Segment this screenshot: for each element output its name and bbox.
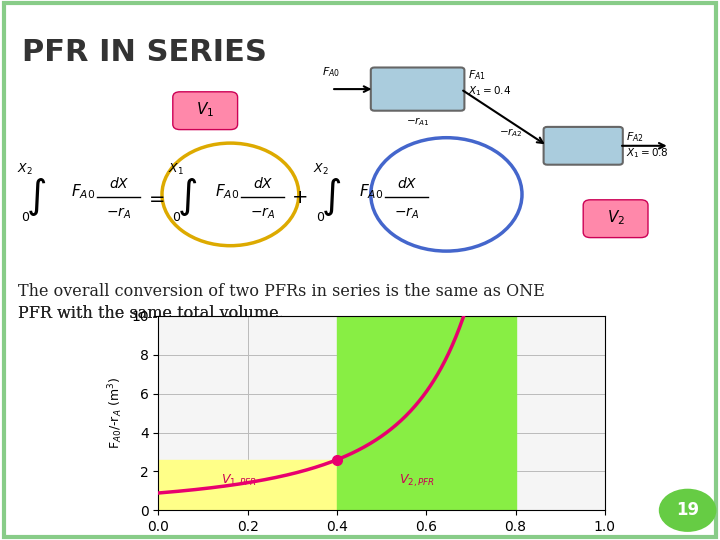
Text: $dX$: $dX$: [397, 176, 417, 191]
Text: $V_{2, PFR}$: $V_{2, PFR}$: [399, 472, 436, 489]
Text: $-r_A$: $-r_A$: [394, 206, 420, 221]
Text: $F_{A1}$: $F_{A1}$: [468, 68, 486, 82]
Text: $+$: $+$: [291, 187, 307, 207]
Text: $V_{1, PFR}$: $V_{1, PFR}$: [220, 472, 257, 489]
Text: $F_{A0}$: $F_{A0}$: [215, 183, 239, 201]
Text: 19: 19: [676, 501, 699, 519]
Text: $0$: $0$: [316, 211, 325, 225]
Text: $V_1$: $V_1$: [196, 100, 215, 119]
Text: $V_2$: $V_2$: [606, 208, 625, 227]
Text: PFR with the same total volume.: PFR with the same total volume.: [18, 305, 284, 322]
Text: PFR IN SERIES: PFR IN SERIES: [22, 38, 266, 67]
Text: $=$: $=$: [145, 187, 165, 207]
Text: $F_{A0}$: $F_{A0}$: [359, 183, 383, 201]
Text: $F_{A2}$: $F_{A2}$: [626, 130, 644, 144]
Text: $X_1 = 0.4$: $X_1 = 0.4$: [468, 84, 511, 98]
Text: $-r_A$: $-r_A$: [106, 206, 132, 221]
Text: $X_2$: $X_2$: [312, 162, 328, 177]
FancyBboxPatch shape: [544, 127, 623, 165]
Text: $X_2$: $X_2$: [17, 162, 33, 177]
Text: $\int$: $\int$: [177, 176, 197, 218]
Text: $0$: $0$: [172, 211, 181, 225]
FancyBboxPatch shape: [371, 68, 464, 111]
Y-axis label: F$_{A0}$/-r$_A$ (m$^3$): F$_{A0}$/-r$_A$ (m$^3$): [107, 377, 125, 449]
Text: $X_1 = 0.8$: $X_1 = 0.8$: [626, 146, 669, 160]
Text: $dX$: $dX$: [109, 176, 129, 191]
Text: The overall conversion of two PFRs in series is the same as ONE: The overall conversion of two PFRs in se…: [18, 284, 545, 300]
FancyBboxPatch shape: [583, 200, 648, 238]
Text: $F_{A0}$: $F_{A0}$: [71, 183, 95, 201]
Text: $\int$: $\int$: [26, 176, 46, 218]
Text: $-r_A$: $-r_A$: [250, 206, 276, 221]
Text: $dX$: $dX$: [253, 176, 273, 191]
Text: $-r_{A2}$: $-r_{A2}$: [499, 126, 523, 139]
Text: PFR with the same total volume.: PFR with the same total volume.: [18, 305, 284, 322]
Circle shape: [659, 489, 716, 532]
FancyBboxPatch shape: [173, 92, 238, 130]
Text: $-r_{A1}$: $-r_{A1}$: [405, 115, 430, 128]
Text: $X_1$: $X_1$: [168, 162, 184, 177]
Text: $F_{A0}$: $F_{A0}$: [322, 65, 341, 79]
Text: $\int$: $\int$: [321, 176, 341, 218]
Text: $0$: $0$: [21, 211, 30, 225]
